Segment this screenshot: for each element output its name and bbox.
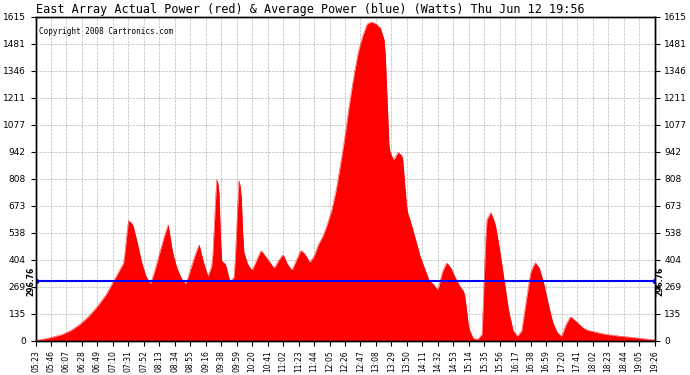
Text: 296.76: 296.76 [655,266,664,296]
Text: 296.76: 296.76 [26,266,35,296]
Text: Copyright 2008 Cartronics.com: Copyright 2008 Cartronics.com [39,27,172,36]
Text: East Array Actual Power (red) & Average Power (blue) (Watts) Thu Jun 12 19:56: East Array Actual Power (red) & Average … [35,3,584,16]
